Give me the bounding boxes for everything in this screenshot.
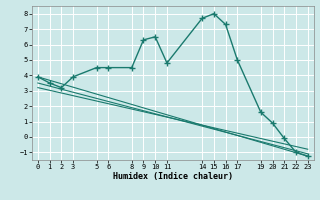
- X-axis label: Humidex (Indice chaleur): Humidex (Indice chaleur): [113, 172, 233, 181]
